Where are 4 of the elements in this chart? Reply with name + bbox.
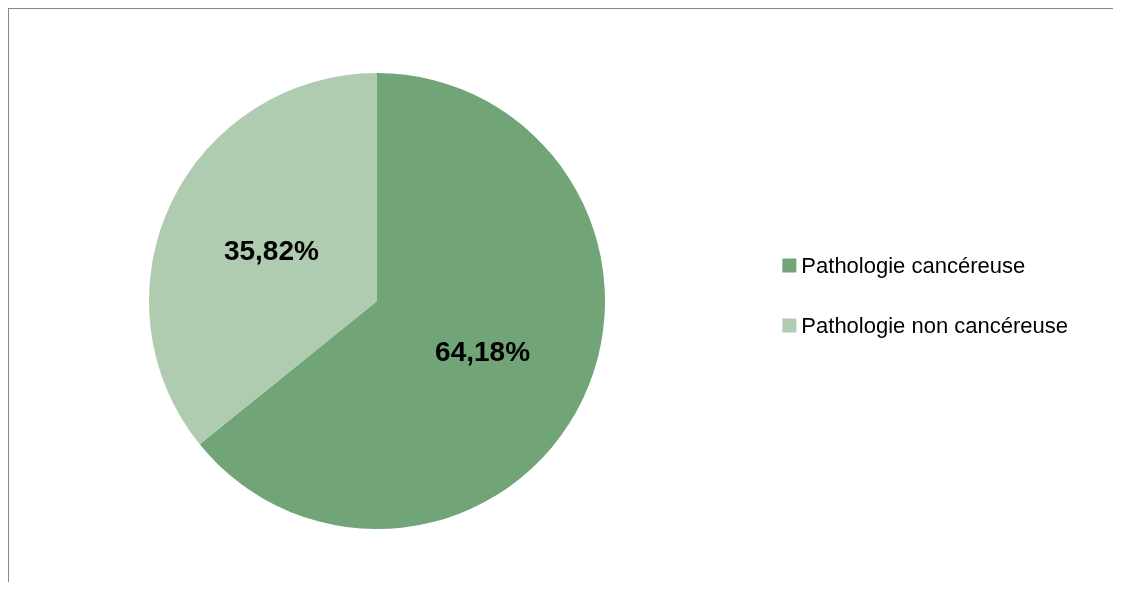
data-label: 35,82% bbox=[223, 235, 319, 267]
legend-label: Pathologie non cancéreuse bbox=[801, 313, 1069, 338]
legend-label: Pathologie cancéreuse bbox=[801, 253, 1026, 278]
data-label: 64,18% bbox=[435, 335, 531, 367]
